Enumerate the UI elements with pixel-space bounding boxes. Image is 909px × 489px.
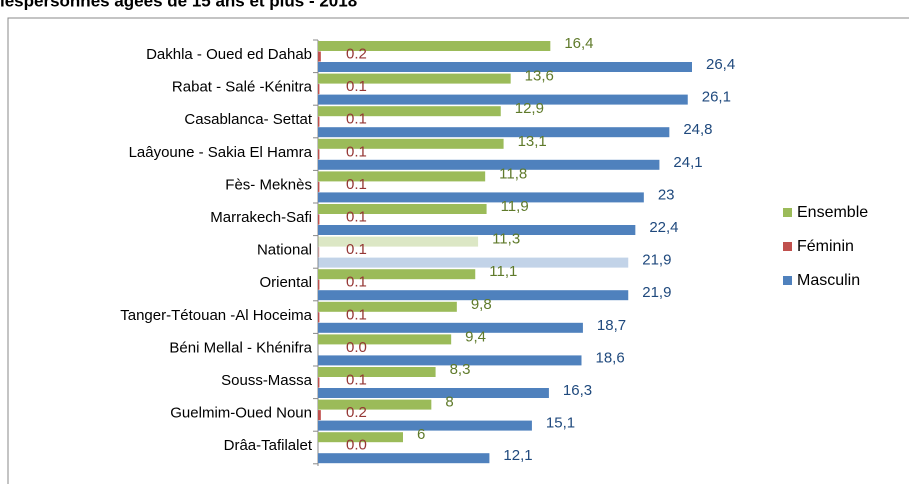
value-label: 0.2 <box>346 45 367 62</box>
category-label: Drâa-Tafilalet <box>224 437 313 454</box>
bar <box>318 171 486 182</box>
value-label: 26,1 <box>702 89 731 106</box>
value-label: 11,1 <box>489 263 517 280</box>
bar <box>318 410 321 421</box>
value-label: 0.1 <box>346 208 367 225</box>
category-label: Tanger-Tétouan -Al Hoceima <box>120 307 312 324</box>
legend-label: Féminin <box>797 238 854 255</box>
bar <box>318 257 629 268</box>
bar <box>318 116 320 127</box>
bar <box>318 181 320 192</box>
value-label: 0.2 <box>346 404 367 421</box>
category-label: Oriental <box>259 274 312 291</box>
value-label: 8 <box>445 394 453 411</box>
value-label: 9,4 <box>465 328 486 345</box>
legend-swatch <box>783 276 792 285</box>
value-label: 22,4 <box>649 219 678 236</box>
value-label: 9,8 <box>471 296 492 313</box>
chart-title: lespersonnes âgées de 15 ans et plus - 2… <box>0 0 357 10</box>
value-label: 0.1 <box>346 371 367 388</box>
bar <box>318 355 582 366</box>
bar <box>318 420 532 431</box>
bar <box>318 73 511 84</box>
category-label: Souss-Massa <box>221 372 313 389</box>
bar <box>318 388 549 398</box>
value-label: 15,1 <box>546 415 575 432</box>
value-label: 21,9 <box>642 284 671 301</box>
bar <box>318 367 436 377</box>
bar <box>318 322 583 333</box>
value-label: 13,1 <box>518 133 547 150</box>
bar <box>318 84 320 95</box>
value-label: 13,6 <box>525 68 554 85</box>
bar <box>318 192 644 203</box>
bar <box>318 127 670 138</box>
category-label: Marrakech-Safi <box>210 209 312 226</box>
legend-swatch <box>783 208 792 217</box>
bar <box>318 138 504 149</box>
value-label: 12,9 <box>515 100 544 117</box>
value-label: 24,8 <box>683 121 712 138</box>
value-label: 16,4 <box>564 35 593 52</box>
bar <box>318 377 320 388</box>
value-label: 24,1 <box>673 154 702 171</box>
category-label: National <box>257 242 312 259</box>
value-label: 18,7 <box>597 317 626 334</box>
value-label: 0.1 <box>346 143 367 160</box>
bar <box>318 204 487 214</box>
category-label: Fès- Meknès <box>225 176 312 193</box>
bar <box>318 399 432 410</box>
bar <box>318 279 320 290</box>
bar <box>318 214 320 225</box>
value-label: 0.1 <box>346 78 367 95</box>
legend-label: Ensemble <box>797 204 868 221</box>
legend-label: Masculin <box>797 272 860 289</box>
value-label: 21,9 <box>642 252 671 269</box>
bar <box>318 225 636 235</box>
bar <box>318 236 479 247</box>
bar <box>318 94 688 105</box>
category-label: Béni Mellal - Khénifra <box>169 339 312 356</box>
bar <box>318 106 501 117</box>
bar <box>318 269 476 280</box>
value-label: 0.1 <box>346 274 367 291</box>
value-label: 6 <box>417 426 425 443</box>
value-label: 11,9 <box>501 198 529 215</box>
chart-frame <box>7 17 909 489</box>
legend-swatch <box>783 242 792 251</box>
value-label: 0.0 <box>346 437 367 454</box>
bar <box>318 149 320 160</box>
value-label: 23 <box>658 186 675 203</box>
bar <box>318 301 457 312</box>
category-label: Rabat - Salé -Kénitra <box>172 79 313 96</box>
value-label: 11,8 <box>499 165 527 182</box>
bar <box>318 453 490 464</box>
bar <box>318 312 320 323</box>
bar <box>318 159 660 170</box>
value-label: 0.1 <box>346 241 367 258</box>
value-label: 26,4 <box>706 56 735 73</box>
value-label: 8,3 <box>450 361 471 378</box>
category-label: Casablanca- Settat <box>184 111 312 128</box>
value-label: 0.0 <box>346 339 367 356</box>
category-label: Guelmim-Oued Noun <box>170 405 312 422</box>
bar <box>318 41 551 51</box>
value-label: 12,1 <box>503 447 532 464</box>
value-label: 16,3 <box>563 382 592 399</box>
bar <box>318 62 692 72</box>
bar <box>318 247 320 258</box>
value-label: 0.1 <box>346 111 367 128</box>
bar <box>318 334 452 345</box>
value-label: 11,3 <box>492 231 520 248</box>
bar <box>318 432 403 443</box>
category-label: Laâyoune - Sakia El Hamra <box>129 144 313 161</box>
value-label: 18,6 <box>596 349 625 366</box>
value-label: 0.1 <box>346 306 367 323</box>
category-label: Dakhla - Oued ed Dahab <box>146 46 312 63</box>
bar <box>318 290 629 301</box>
value-label: 0.1 <box>346 176 367 193</box>
bar <box>318 51 321 62</box>
